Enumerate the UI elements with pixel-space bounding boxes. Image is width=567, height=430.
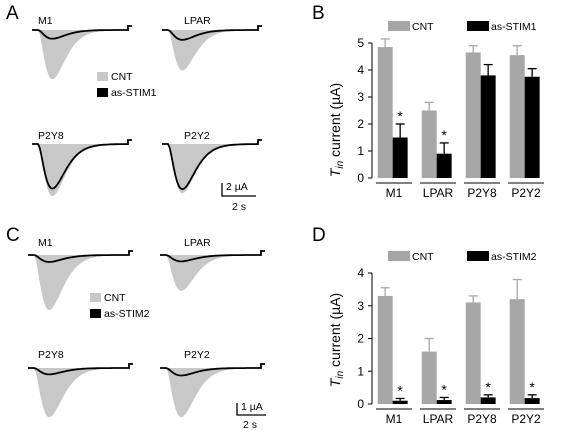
y-tick-label: 1 [357, 144, 364, 158]
significance-star: * [397, 382, 403, 398]
category-label-M1: M1 [386, 186, 403, 200]
legend-label-CNT: CNT [412, 21, 434, 33]
trace-label-p2y2: P2Y2 [184, 130, 210, 142]
trace-label-m1-c: M1 [38, 237, 53, 249]
trace-label-lpar-c: LPAR [184, 237, 211, 249]
bar-CNT-P2Y2 [509, 55, 525, 178]
bar-chart-b: Tin current (µA) 0 1 2 3 4 5 * M1 * LPAR P2Y8 P2Y2 C… [327, 21, 544, 200]
as-trace-a-0 [32, 25, 132, 40]
trace-label-p2y2-c: P2Y2 [184, 349, 210, 361]
significance-star: * [485, 379, 491, 395]
cnt-trace-a-0 [32, 30, 128, 80]
as-trace-c-2 [28, 363, 133, 376]
legend-as-label-a: as-STIM1 [111, 87, 157, 99]
legend-cnt-swatch-a [97, 72, 108, 81]
panel-letter-d: D [312, 225, 326, 246]
bar-CNT-P2Y8 [465, 52, 481, 179]
y-tick-label: 1 [357, 364, 364, 378]
cnt-trace-c-3 [160, 368, 261, 418]
y-tick-label: 3 [357, 90, 364, 104]
significance-star: * [397, 108, 403, 124]
category-label-M1: M1 [386, 412, 403, 426]
panel-letter-a: A [6, 3, 19, 24]
category-label-P2Y2: P2Y2 [511, 412, 541, 426]
scale-bar-a [221, 183, 256, 197]
bar-as-STIM1-P2Y2 [524, 76, 540, 178]
bar-as-STIM1-LPAR [436, 153, 452, 178]
bar-CNT-P2Y2 [509, 299, 525, 404]
legend-label-CNT: CNT [412, 251, 434, 263]
trace-label-p2y8: P2Y8 [38, 130, 64, 142]
legend-swatch [467, 21, 489, 31]
category-label-P2Y2: P2Y2 [511, 186, 541, 200]
panel-letter-b: B [312, 3, 325, 24]
scale-x-label-a: 2 s [232, 201, 246, 213]
legend-swatch [467, 251, 489, 261]
panel-letter-c: C [6, 225, 20, 246]
y-tick-label: 2 [357, 332, 364, 346]
legend-swatch [388, 251, 410, 261]
bar-CNT-P2Y8 [465, 302, 481, 404]
scale-y-label-c: 1 µA [241, 401, 263, 413]
scale-bar-c [236, 403, 266, 416]
legend-cnt-swatch-c [90, 293, 101, 302]
as-trace-a-3 [162, 139, 262, 191]
legend-label-as-STIM2: as-STIM2 [491, 251, 537, 263]
y-axis-title-b: Tin current (µA) [327, 83, 346, 177]
cnt-trace-c-1 [160, 255, 261, 291]
bar-CNT-LPAR [421, 110, 437, 178]
cnt-trace-c-2 [28, 368, 129, 418]
panel-c-traces: M1 LPAR P2Y8 P2Y2 CNT as-STIM2 1 µA 2 s [28, 237, 266, 430]
significance-star: * [529, 379, 535, 395]
y-tick-label: 4 [357, 266, 364, 280]
bar-as-STIM1-M1 [392, 137, 408, 178]
scale-y-label-a: 2 µA [226, 181, 248, 193]
legend-swatch [388, 21, 410, 31]
bar-as-STIM2-LPAR [436, 400, 452, 404]
as-trace-c-1 [160, 250, 265, 263]
bar-CNT-LPAR [421, 351, 437, 404]
scale-x-label-c: 2 s [243, 419, 257, 430]
bar-as-STIM2-P2Y2 [524, 398, 540, 404]
panel-a-traces: M1 LPAR P2Y8 P2Y2 CNT as-STIM1 2 µA 2 s [32, 15, 262, 213]
trace-label-m1: M1 [38, 15, 53, 27]
category-label-P2Y8: P2Y8 [467, 412, 497, 426]
category-label-LPAR: LPAR [423, 412, 454, 426]
significance-star: * [441, 381, 447, 397]
y-tick-label: 0 [357, 171, 364, 185]
legend-as-label-c: as-STIM2 [104, 308, 150, 320]
legend-cnt-label-c: CNT [104, 292, 126, 304]
cnt-trace-c-0 [28, 255, 129, 311]
bar-as-STIM2-P2Y8 [480, 397, 496, 404]
bar-as-STIM2-M1 [392, 400, 408, 404]
legend-as-swatch-a [97, 88, 108, 97]
bar-chart-d: Tin current (µA) 0 1 2 3 4 * M1 * LPAR * P2Y8 * P2Y2… [327, 251, 544, 426]
as-trace-a-2 [32, 139, 132, 190]
category-label-P2Y8: P2Y8 [467, 186, 497, 200]
legend-cnt-label-a: CNT [111, 71, 133, 83]
y-tick-label: 4 [357, 63, 364, 77]
legend-label-as-STIM1: as-STIM1 [491, 21, 537, 33]
cnt-trace-a-3 [162, 144, 258, 194]
trace-label-p2y8-c: P2Y8 [38, 349, 64, 361]
y-axis-title-d: Tin current (µA) [327, 293, 346, 387]
bar-CNT-M1 [377, 295, 393, 404]
significance-star: * [441, 127, 447, 143]
legend-as-swatch-c [90, 309, 101, 318]
as-trace-c-0 [28, 250, 133, 263]
as-trace-a-1 [162, 25, 262, 41]
cnt-trace-a-1 [162, 30, 258, 71]
cnt-trace-a-2 [32, 144, 128, 197]
bar-CNT-M1 [377, 47, 393, 178]
y-tick-label: 2 [357, 117, 364, 131]
bar-as-STIM1-P2Y8 [480, 75, 496, 178]
trace-label-lpar: LPAR [184, 15, 211, 27]
y-tick-label: 5 [357, 36, 364, 50]
y-tick-label: 0 [357, 397, 364, 411]
as-trace-c-3 [160, 363, 265, 377]
y-tick-label: 3 [357, 299, 364, 313]
category-label-LPAR: LPAR [423, 186, 454, 200]
